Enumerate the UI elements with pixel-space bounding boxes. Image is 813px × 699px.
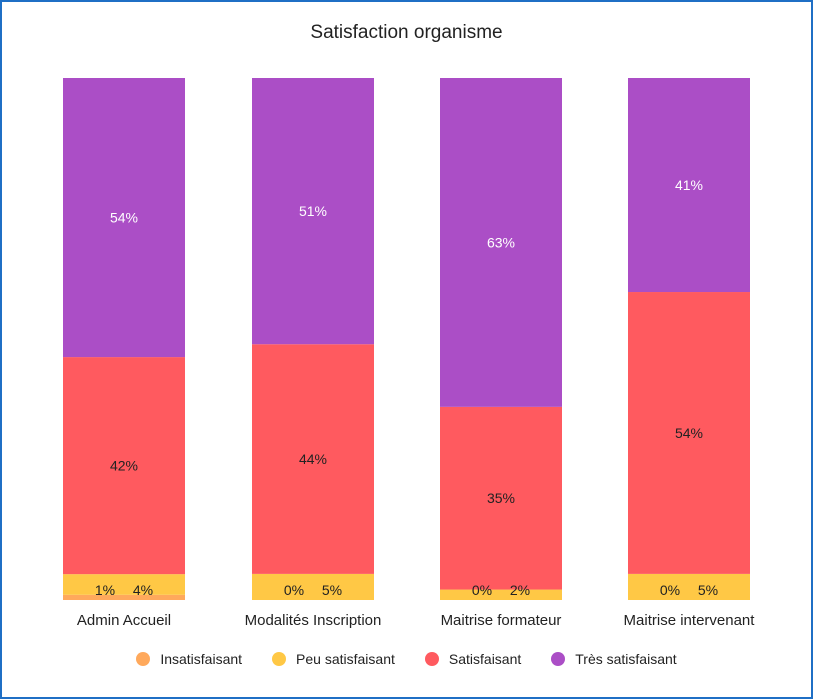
x-tick-label: Admin Accueil xyxy=(77,612,171,629)
data-label: 4% xyxy=(133,582,153,598)
data-label: 5% xyxy=(698,582,718,598)
data-label: 54% xyxy=(110,210,138,226)
bar-segment-insatisfaisant[interactable] xyxy=(63,594,185,600)
data-label: 5% xyxy=(322,582,342,598)
data-label: 41% xyxy=(675,177,703,193)
x-tick-label: Maitrise formateur xyxy=(441,612,562,629)
legend-item[interactable]: Très satisfaisant xyxy=(551,651,677,667)
legend-label: Très satisfaisant xyxy=(575,651,677,667)
legend-item[interactable]: Insatisfaisant xyxy=(136,651,242,667)
data-label: 63% xyxy=(487,234,515,250)
legend-dot-icon xyxy=(424,652,439,666)
legend-label: Satisfaisant xyxy=(448,651,522,667)
bar-segment-peu-satisfaisant[interactable] xyxy=(440,589,562,600)
bar-segment-tr-s-satisfaisant[interactable] xyxy=(63,78,185,358)
data-label: 44% xyxy=(299,451,327,467)
bar-segment-satisfaisant[interactable] xyxy=(252,344,374,574)
legend-item[interactable]: Peu satisfaisant xyxy=(272,651,395,667)
data-label: 35% xyxy=(487,490,515,506)
legend-item[interactable]: Satisfaisant xyxy=(424,651,522,667)
x-tick-label: Modalités Inscription xyxy=(245,612,382,629)
bar-segment-satisfaisant[interactable] xyxy=(63,357,185,575)
data-label: 0% xyxy=(284,582,304,598)
legend: Insatisfaisant Peu satisfaisant Satisfaisa… xyxy=(0,651,813,667)
data-label: 42% xyxy=(110,458,138,474)
legend-dot-icon xyxy=(272,652,287,666)
bar-segment-peu-satisfaisant[interactable] xyxy=(628,573,750,600)
data-label: 1% xyxy=(95,582,115,598)
bar-segment-peu-satisfaisant[interactable] xyxy=(63,574,185,595)
bar-segment-peu-satisfaisant[interactable] xyxy=(252,573,374,600)
chart-title: Satisfaction organisme xyxy=(310,22,503,43)
data-label: 0% xyxy=(472,582,492,598)
bar-segment-satisfaisant[interactable] xyxy=(628,292,750,574)
bar-segment-tr-s-satisfaisant[interactable] xyxy=(252,78,374,345)
bar-segment-tr-s-satisfaisant[interactable] xyxy=(440,78,562,407)
data-label: 51% xyxy=(299,203,327,219)
legend-dot-icon xyxy=(551,652,566,666)
bar-segment-satisfaisant[interactable] xyxy=(440,406,562,590)
bar-segment-tr-s-satisfaisant[interactable] xyxy=(628,78,750,293)
x-tick-label: Maitrise intervenant xyxy=(624,612,756,629)
legend-label: Insatisfaisant xyxy=(160,651,243,667)
data-label: 0% xyxy=(660,582,680,598)
legend-dot-icon xyxy=(136,652,151,666)
data-label: 54% xyxy=(675,425,703,441)
legend-label: Peu satisfaisant xyxy=(296,651,395,667)
data-label: 2% xyxy=(510,582,530,598)
